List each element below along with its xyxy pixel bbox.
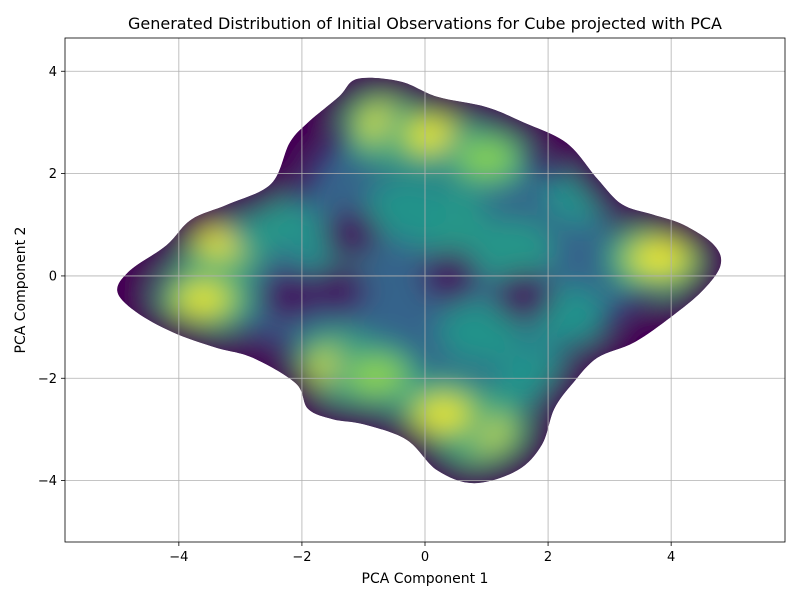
y-tick-label: 2 <box>49 167 57 182</box>
density-layer <box>117 77 722 484</box>
y-tick-label: 0 <box>49 269 57 284</box>
y-tick-label: 4 <box>49 65 57 80</box>
y-axis-ticks: −4 −2 0 2 4 <box>38 65 65 489</box>
x-tick-label: 4 <box>667 550 675 565</box>
density-hotspot-peak <box>184 289 223 309</box>
x-axis-label: PCA Component 1 <box>362 571 489 587</box>
density-low-spot <box>323 210 379 260</box>
x-tick-label: −2 <box>292 550 311 565</box>
density-hotspot-mid <box>345 355 407 396</box>
x-tick-label: 0 <box>421 550 429 565</box>
density-hotspot-outer <box>364 177 449 242</box>
y-tick-label: −2 <box>38 372 57 387</box>
density-hotspot-mid <box>456 138 517 178</box>
density-hotspot-peak <box>412 125 450 146</box>
x-tick-label: 2 <box>544 550 552 565</box>
chart-title: Generated Distribution of Initial Observ… <box>128 14 722 33</box>
density-low-spot <box>261 271 318 322</box>
density-hotspot-peak <box>637 246 680 270</box>
y-tick-label: −4 <box>38 474 57 489</box>
density-low-spot <box>495 271 552 322</box>
density-low-spot <box>311 264 367 314</box>
x-tick-label: −4 <box>169 550 188 565</box>
grid <box>65 38 785 542</box>
density-hotspot-outer <box>467 217 555 284</box>
density-hotspot-peak <box>423 403 464 425</box>
y-axis-label: PCA Component 2 <box>13 227 29 354</box>
x-axis-ticks: −4 −2 0 2 4 <box>169 542 675 565</box>
density-hotspot-outer <box>437 300 523 365</box>
